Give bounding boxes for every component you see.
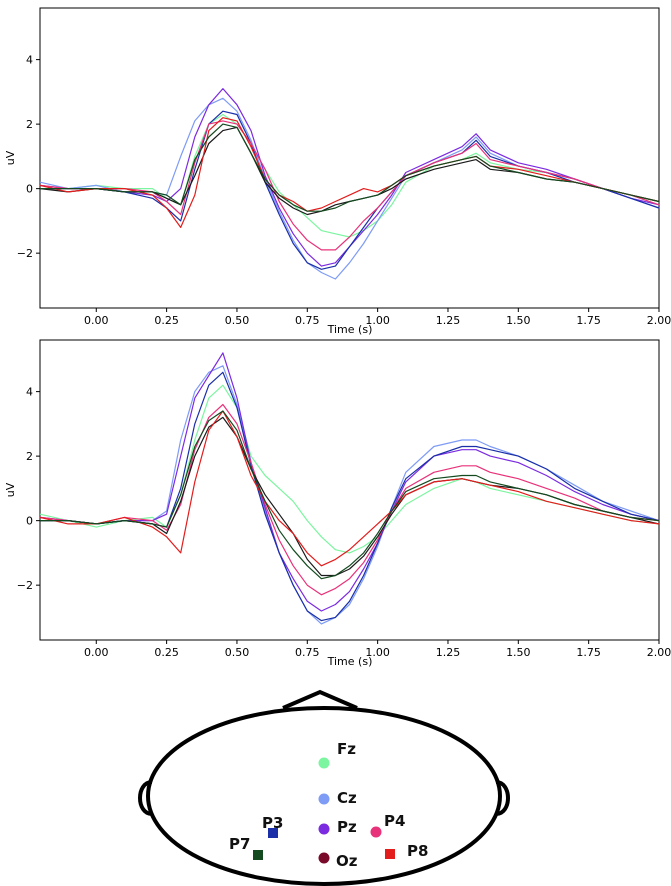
electrode-marker — [385, 849, 395, 859]
x-tick-label: 0.25 — [154, 314, 179, 327]
electrode-marker — [370, 826, 382, 838]
x-tick-label: 1.50 — [506, 314, 531, 327]
head-outline — [146, 706, 502, 886]
x-tick-label: 1.50 — [506, 646, 531, 659]
x-tick-label: 1.75 — [576, 646, 601, 659]
erp-panel-1: 0.00 0.25 0.50 0.75 1.00 1.25 1.50 1.75 2.00 −2 0… — [4, 7, 671, 336]
series-line-1 — [39, 365, 660, 625]
x-tick-label: 0.00 — [84, 314, 109, 327]
x-tick-label: 1.00 — [365, 314, 390, 327]
x-tick-label: 0.75 — [295, 314, 320, 327]
series-line-3 — [40, 110, 660, 270]
series-line-2 — [39, 352, 660, 612]
electrode-marker — [318, 852, 330, 864]
series-line-1 — [39, 97, 660, 280]
series-line-0 — [39, 384, 660, 554]
x-tick-label: 2.00 — [647, 314, 671, 327]
y-tick-label: −2 — [17, 579, 33, 592]
x-axis-label: Time (s) — [327, 655, 373, 668]
electrode-label: Oz — [336, 852, 358, 870]
sensor-head-map: Fz Cz Pz P3 P4 P7 P8 Oz — [138, 689, 510, 886]
y-axis-label: uV — [4, 150, 17, 165]
y-ticks: −2 0 2 4 — [17, 54, 40, 260]
electrode-cz: Cz — [318, 789, 357, 807]
electrode-label: P4 — [384, 812, 405, 830]
y-ticks: −2 0 2 4 — [17, 386, 40, 592]
electrode-p4: P4 — [370, 812, 405, 838]
series-line-7 — [40, 123, 660, 212]
x-ticks: 0.00 0.25 0.50 0.75 1.00 1.25 1.50 1.75 2.00 — [84, 640, 671, 659]
electrode-marker — [318, 823, 330, 835]
series-line-5 — [40, 416, 660, 577]
x-tick-label: 0.75 — [295, 646, 320, 659]
series-lines — [39, 352, 660, 625]
x-tick-label: 0.25 — [154, 646, 179, 659]
erp-panel-2: 0.00 0.25 0.50 0.75 1.00 1.25 1.50 1.75 2.00 −2 0… — [4, 339, 671, 668]
y-axis-label: uV — [4, 482, 17, 497]
series-line-6 — [39, 117, 660, 228]
electrode-p3: P3 — [262, 814, 283, 838]
electrode-label: P8 — [407, 842, 428, 860]
x-tick-label: 1.00 — [365, 646, 390, 659]
electrode-label: Cz — [337, 789, 357, 807]
electrode-marker — [253, 850, 263, 860]
electrode-label: Pz — [337, 818, 357, 836]
y-tick-label: 2 — [26, 450, 33, 463]
x-tick-label: 1.75 — [576, 314, 601, 327]
x-tick-label: 2.00 — [647, 646, 671, 659]
y-tick-label: 2 — [26, 118, 33, 131]
electrode-p7: P7 — [229, 835, 263, 860]
y-tick-label: 4 — [26, 386, 33, 399]
y-tick-label: 4 — [26, 54, 33, 67]
electrode-pz: Pz — [318, 818, 357, 836]
series-line-2 — [39, 88, 660, 267]
x-tick-label: 0.00 — [84, 646, 109, 659]
y-tick-label: 0 — [26, 183, 33, 196]
electrode-oz: Oz — [318, 852, 358, 870]
y-tick-label: 0 — [26, 515, 33, 528]
electrode-fz: Fz — [318, 740, 356, 769]
electrodes: Fz Cz Pz P3 P4 P7 P8 Oz — [229, 740, 428, 870]
x-tick-label: 1.25 — [436, 314, 461, 327]
electrode-label: Fz — [337, 740, 356, 758]
x-tick-label: 1.25 — [436, 646, 461, 659]
electrode-label: P3 — [262, 814, 283, 832]
plot-frame — [39, 339, 660, 641]
electrode-marker — [268, 828, 278, 838]
x-axis-label: Time (s) — [327, 323, 373, 336]
x-ticks: 0.00 0.25 0.50 0.75 1.00 1.25 1.50 1.75 2.00 — [84, 308, 671, 327]
x-tick-label: 0.50 — [225, 314, 250, 327]
y-tick-label: −2 — [17, 247, 33, 260]
series-line-4 — [39, 120, 660, 251]
electrode-label: P7 — [229, 835, 250, 853]
electrode-marker — [318, 757, 330, 769]
electrode-p8: P8 — [385, 842, 428, 860]
series-line-7 — [40, 410, 660, 580]
x-tick-label: 0.50 — [225, 646, 250, 659]
series-line-6 — [39, 410, 660, 567]
head-nose — [282, 689, 358, 710]
series-lines — [39, 88, 660, 280]
plot-frame — [39, 7, 660, 309]
electrode-marker — [318, 793, 330, 805]
series-line-3 — [40, 371, 660, 622]
